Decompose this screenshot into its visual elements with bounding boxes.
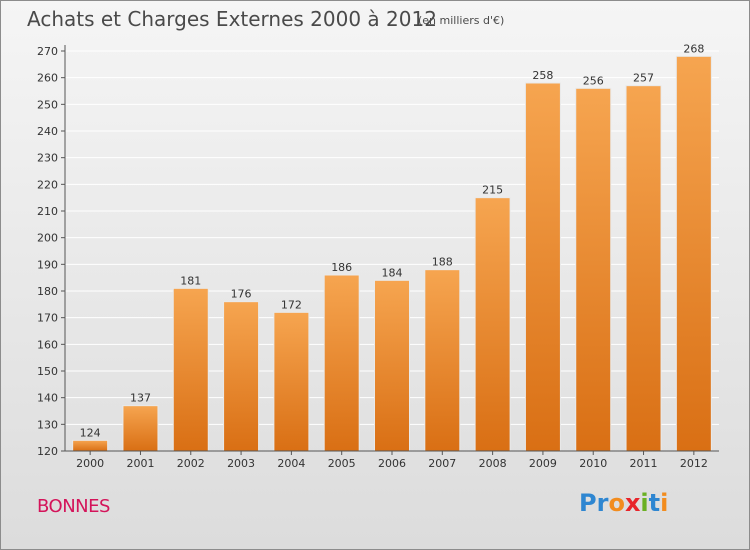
logo-letter: i	[660, 489, 669, 517]
chart-title: Achats et Charges Externes 2000 à 2012	[27, 7, 437, 31]
x-tick-label: 2001	[126, 457, 154, 470]
y-tick-label: 260	[37, 72, 58, 85]
bar-2001	[122, 405, 159, 452]
data-label: 256	[583, 74, 604, 87]
x-tick-label: 2005	[328, 457, 356, 470]
data-label: 258	[532, 69, 553, 82]
data-label: 176	[231, 288, 252, 301]
x-tick-label: 2003	[227, 457, 255, 470]
data-label: 215	[482, 184, 503, 197]
logo-letter: r	[596, 489, 609, 517]
bar-2007	[424, 269, 461, 452]
bar-2011	[625, 85, 662, 452]
y-tick-label: 120	[37, 445, 58, 458]
y-tick-label: 240	[37, 125, 58, 138]
data-label: 257	[633, 72, 654, 85]
data-label: 184	[382, 266, 403, 279]
bar-2010	[575, 87, 612, 452]
proxiti-logo[interactable]: Proxiti	[579, 489, 668, 517]
y-tick-label: 170	[37, 312, 58, 325]
logo-letter: t	[648, 489, 661, 517]
bar-2000	[72, 439, 109, 452]
x-tick-label: 2009	[529, 457, 557, 470]
x-tick-label: 2004	[277, 457, 305, 470]
x-tick-label: 2006	[378, 457, 406, 470]
x-tick-label: 2007	[428, 457, 456, 470]
logo-letter: x	[624, 489, 641, 517]
y-tick-label: 230	[37, 152, 58, 165]
bar-2004	[273, 311, 310, 452]
y-tick-label: 270	[37, 45, 58, 58]
y-tick-label: 220	[37, 178, 58, 191]
x-tick-label: 2011	[630, 457, 658, 470]
logo-letter: P	[579, 489, 597, 517]
commune-name: BONNES	[37, 496, 110, 517]
bar-2006	[374, 279, 410, 452]
data-label: 188	[432, 256, 453, 269]
bar-2009	[524, 82, 561, 452]
bar-2003	[223, 301, 260, 452]
y-tick-label: 180	[37, 285, 58, 298]
y-tick-label: 210	[37, 205, 58, 218]
chart-subtitle: (en milliers d'€)	[418, 14, 505, 27]
labels: 120 130 140 150 160 170 180 190 200 210 220 230 240 2…	[37, 42, 708, 470]
y-tick-label: 130	[37, 418, 58, 431]
logo-letter: i	[640, 489, 649, 517]
x-tick-label: 2002	[177, 457, 205, 470]
data-label: 124	[80, 426, 101, 439]
data-label: 268	[683, 42, 704, 55]
bars	[72, 55, 712, 452]
data-label: 137	[130, 392, 151, 405]
bar-2002	[172, 287, 209, 452]
logo-letter: o	[608, 489, 625, 517]
y-tick-label: 160	[37, 338, 58, 351]
data-label: 181	[180, 274, 201, 287]
y-tick-label: 140	[37, 392, 58, 405]
x-tick-label: 2000	[76, 457, 104, 470]
y-tick-label: 150	[37, 365, 58, 378]
y-tick-label: 190	[37, 258, 58, 271]
y-tick-label: 200	[37, 232, 58, 245]
bar-2005	[323, 274, 360, 452]
bar-2008	[474, 197, 511, 452]
x-tick-label: 2012	[680, 457, 708, 470]
data-label: 186	[331, 261, 352, 274]
x-tick-label: 2010	[579, 457, 607, 470]
data-label: 172	[281, 298, 302, 311]
y-tick-label: 250	[37, 98, 58, 111]
axes	[61, 45, 719, 455]
bar-2012	[675, 55, 712, 452]
x-tick-label: 2008	[479, 457, 507, 470]
